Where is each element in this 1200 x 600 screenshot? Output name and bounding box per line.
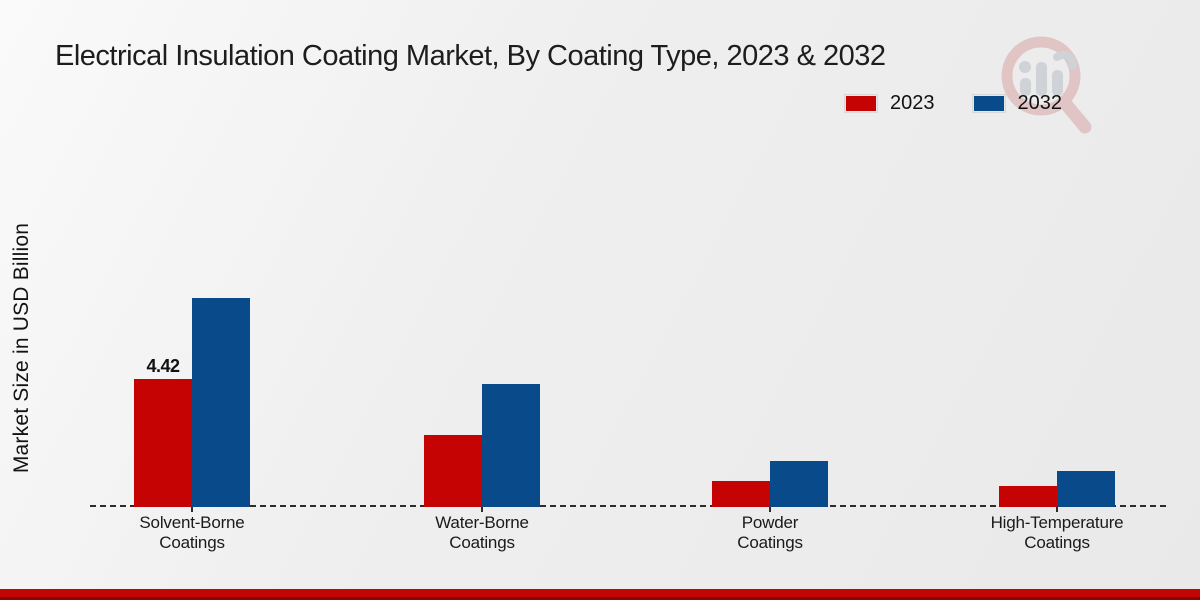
legend-swatch-2032 [972, 95, 1005, 112]
category-label: High-Temperature Coatings [990, 513, 1124, 552]
legend-item-2032: 2032 [972, 92, 1063, 115]
x-axis-tick [481, 507, 483, 512]
bar-2023-1 [134, 378, 192, 507]
footer-accent-bar [0, 589, 1200, 600]
bar-2023-4 [999, 486, 1057, 507]
watermark-logo-icon [1001, 36, 1092, 134]
x-axis-tick [191, 507, 193, 512]
bar-2032-1 [192, 298, 250, 507]
chart-title: Electrical Insulation Coating Market, By… [55, 40, 886, 72]
category-label: Solvent-Borne Coatings [139, 513, 245, 552]
bar-2032-3 [770, 461, 828, 507]
legend-item-2023: 2023 [845, 92, 935, 115]
x-axis-tick [769, 507, 771, 512]
bar-2032-4 [1057, 470, 1115, 507]
legend-label-2023: 2023 [890, 92, 935, 114]
legend-label-2032: 2032 [1017, 92, 1063, 114]
legend-swatch-2023 [845, 95, 877, 112]
data-label: 4.42 [146, 355, 180, 376]
x-axis-baseline [90, 505, 1166, 507]
category-label: Water-Borne Coatings [435, 513, 529, 552]
legend: 2023 2032 [845, 92, 1062, 115]
category-label: Powder Coatings [737, 513, 803, 552]
bar-2032-2 [482, 383, 540, 507]
bar-2023-3 [712, 480, 770, 507]
x-axis-tick [1056, 507, 1058, 512]
bar-2023-2 [424, 434, 482, 507]
